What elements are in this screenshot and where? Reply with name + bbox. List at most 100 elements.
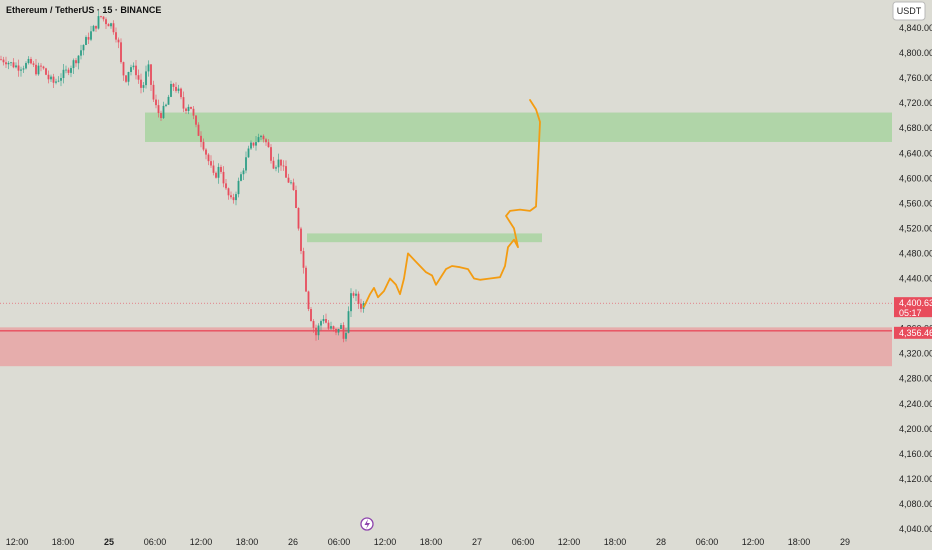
candle (210, 155, 212, 168)
time-tick-label: 26 (288, 537, 298, 547)
candle (130, 64, 132, 76)
current-price-tag-text: 4,400.63 (899, 298, 932, 308)
candle (27, 56, 30, 65)
candle (275, 165, 277, 172)
candle (255, 135, 257, 151)
candle (67, 67, 70, 76)
price-tick-label: 4,560.00 (899, 198, 932, 208)
candle (342, 322, 345, 343)
candle (217, 163, 220, 184)
candle (77, 55, 80, 70)
candle (205, 148, 207, 160)
candle (250, 140, 252, 151)
candle (350, 288, 352, 318)
candle (172, 82, 175, 92)
price-tick-label: 4,280.00 (899, 374, 932, 384)
demand-zone[interactable] (0, 327, 892, 367)
level-price-tag-text: 4,356.46 (899, 328, 932, 338)
candle (47, 70, 50, 84)
current-price-tag-text: 05:17 (899, 308, 922, 318)
candle (157, 99, 160, 118)
projection-path[interactable] (363, 99, 541, 308)
candle (147, 60, 150, 77)
candle (142, 81, 145, 93)
candle (225, 178, 227, 191)
candle (35, 59, 37, 76)
price-tick-label: 4,680.00 (899, 123, 932, 133)
candle (42, 65, 45, 70)
time-tick-label: 06:00 (144, 537, 167, 547)
event-marker[interactable] (360, 517, 374, 531)
candle (110, 22, 112, 29)
candle (132, 62, 135, 70)
upper-supply-zone[interactable] (145, 112, 892, 142)
candle (265, 137, 267, 146)
time-tick-label: 28 (656, 537, 666, 547)
candle (12, 58, 15, 69)
candle (120, 38, 122, 64)
level-lines-layer (0, 302, 892, 332)
candle (0, 55, 2, 61)
candle (117, 37, 120, 49)
candle (215, 171, 217, 179)
candle (127, 71, 130, 86)
candle (202, 138, 205, 152)
price-tick-label: 4,120.00 (899, 474, 932, 484)
price-tick-label: 4,320.00 (899, 349, 932, 359)
time-tick-label: 29 (840, 537, 850, 547)
candle (55, 78, 57, 85)
candle (295, 185, 297, 209)
currency-button-label: USDT (897, 6, 922, 16)
candle (160, 110, 162, 121)
candle (332, 325, 335, 332)
candle (37, 62, 40, 76)
candle (112, 20, 115, 35)
candle (357, 291, 360, 309)
price-tick-label: 4,200.00 (899, 424, 932, 434)
price-axis[interactable]: 4,840.00 4,800.00 4,760.00 4,720.00 4,680.00… (894, 23, 932, 534)
candle (310, 306, 312, 322)
candle (232, 193, 235, 204)
price-tick-label: 4,160.00 (899, 449, 932, 459)
candle (162, 101, 165, 120)
time-axis[interactable]: 12:00 18:00 25 06:00 12:00 18:00 26 06:00 12:00 1… (6, 537, 850, 547)
candle (207, 153, 210, 166)
time-tick-label: 18:00 (604, 537, 627, 547)
candle (10, 61, 12, 67)
candle (355, 289, 357, 302)
price-tick-label: 4,760.00 (899, 73, 932, 83)
candle (222, 166, 225, 188)
candle (125, 74, 127, 83)
candle (165, 103, 167, 108)
price-tick-label: 4,080.00 (899, 499, 932, 509)
candle (20, 66, 22, 77)
candle (315, 324, 317, 341)
candle (72, 58, 75, 75)
lightning-icon (364, 519, 370, 529)
candle (80, 44, 82, 60)
candle (257, 133, 260, 143)
candle (75, 57, 77, 67)
candle (95, 25, 97, 32)
candle (90, 25, 92, 42)
time-tick-label: 18:00 (52, 537, 75, 547)
candle (227, 187, 230, 200)
candle (285, 160, 287, 178)
candle (195, 114, 197, 128)
middle-supply-zone[interactable] (307, 233, 542, 243)
candle (5, 56, 7, 68)
candle (17, 59, 20, 77)
price-tick-label: 4,440.00 (899, 274, 932, 284)
time-tick-label: 18:00 (420, 537, 443, 547)
candle (107, 23, 110, 27)
candle (185, 107, 187, 114)
candle (240, 171, 242, 182)
price-tick-label: 4,480.00 (899, 248, 932, 258)
currency-button[interactable]: USDT (892, 1, 926, 21)
candle (150, 63, 152, 91)
candle (242, 168, 245, 180)
